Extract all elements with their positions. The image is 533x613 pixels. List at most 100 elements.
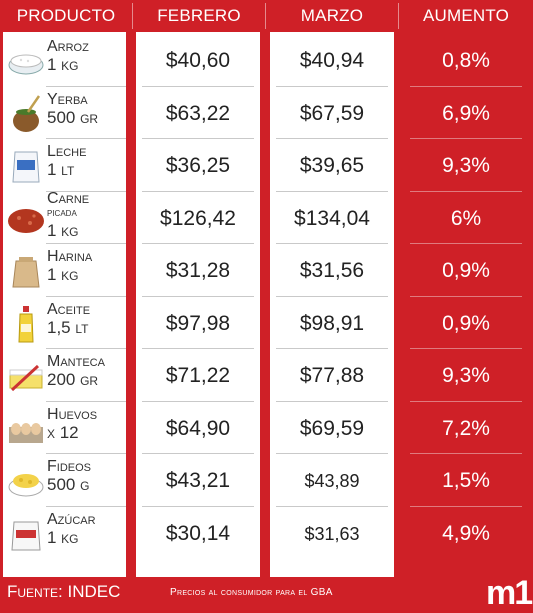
row-divider (142, 401, 254, 402)
row-divider (410, 401, 522, 402)
increase-percent: 0,8% (442, 49, 490, 72)
row-divider (276, 86, 388, 87)
row-divider (410, 348, 522, 349)
february-price: $31,28 (165, 259, 231, 282)
row-divider (142, 191, 254, 192)
flour-sack-icon (6, 251, 46, 291)
product-unit: 1 kg (47, 55, 79, 74)
row-divider (276, 138, 388, 139)
increase-percent: 6% (450, 206, 482, 230)
february-price: $64,90 (165, 416, 231, 440)
product-unit: 1 kg (47, 527, 79, 547)
product-unit: x 12 (47, 422, 79, 442)
product-name: Leche (47, 143, 87, 160)
march-price: $69,59 (299, 416, 365, 440)
march-price: $39,65 (299, 154, 365, 177)
product-name-line: picada (47, 204, 77, 219)
product-name: Fideos (47, 458, 92, 475)
pasta-bowl-icon (6, 461, 46, 501)
increase-percent: 9,3% (442, 154, 490, 177)
march-price: $43,89 (304, 471, 360, 491)
row-divider (276, 401, 388, 402)
row-divider (410, 453, 522, 454)
product-unit: 1 kg (47, 220, 79, 240)
increase-percent: 6,9% (442, 101, 490, 125)
increase-percent: 0,9% (442, 259, 490, 282)
product-name-block: Arroz (47, 39, 89, 55)
product-name: Yerba (47, 90, 88, 108)
row-divider (410, 138, 522, 139)
row-divider (46, 191, 126, 192)
row-divider (276, 296, 388, 297)
february-price: $71,22 (165, 364, 231, 387)
row-divider (46, 401, 126, 402)
row-divider (276, 453, 388, 454)
row-divider (46, 138, 126, 139)
march-column (270, 32, 394, 577)
product-unit: 500 g (47, 475, 90, 494)
product-unit: 500 gr (47, 107, 99, 127)
row-divider (410, 296, 522, 297)
product-unit: 1 lt (47, 160, 75, 179)
product-name-block: Manteca (47, 354, 105, 370)
row-divider (410, 86, 522, 87)
row-divider (46, 453, 126, 454)
march-price: $77,88 (299, 364, 365, 387)
rice-bowl-icon (6, 41, 46, 81)
february-price: $43,21 (165, 469, 231, 492)
february-price: $36,25 (165, 154, 231, 177)
egg-carton-icon (6, 409, 46, 449)
march-price: $31,56 (299, 259, 365, 282)
ground-meat-icon (6, 199, 46, 239)
row-divider (46, 296, 126, 297)
february-price: $126,42 (160, 206, 236, 230)
product-name-block: Leche (47, 144, 86, 160)
march-price: $98,91 (299, 311, 365, 335)
header-producto: Producto (16, 6, 116, 25)
row-divider (142, 453, 254, 454)
row-divider (142, 296, 254, 297)
product-unit: 200 gr (47, 370, 99, 389)
product-name-block: Harina (47, 249, 92, 265)
row-divider (142, 86, 254, 87)
product-name: Huevos (47, 405, 98, 423)
row-divider (46, 86, 126, 87)
row-divider (410, 243, 522, 244)
oil-bottle-icon (6, 304, 46, 344)
product-unit: 1,5 lt (47, 317, 89, 337)
product-name-block: Yerba (47, 90, 88, 108)
source-label: Fuente: INDEC (7, 582, 121, 601)
header-divider (398, 3, 399, 29)
header-divider (132, 3, 133, 29)
product-name-block: Azúcar (47, 511, 96, 528)
increase-percent: 0,9% (442, 311, 490, 335)
march-price: $67,59 (299, 101, 365, 125)
february-price: $63,22 (165, 101, 231, 125)
row-divider (276, 243, 388, 244)
february-column (136, 32, 260, 577)
row-divider (276, 191, 388, 192)
row-divider (142, 506, 254, 507)
february-price: $30,14 (165, 521, 231, 545)
row-divider (410, 506, 522, 507)
increase-percent: 9,3% (442, 364, 490, 387)
increase-percent: 1,5% (442, 469, 490, 492)
row-divider (142, 138, 254, 139)
row-divider (142, 243, 254, 244)
product-name: Aceite (47, 300, 91, 318)
february-price: $40,60 (165, 49, 231, 72)
march-price: $134,04 (294, 206, 370, 230)
row-divider (410, 191, 522, 192)
row-divider (46, 243, 126, 244)
row-divider (276, 348, 388, 349)
product-name-line: Carne (47, 189, 90, 207)
header-divider (265, 3, 266, 29)
m1-logo: m1 (486, 574, 533, 612)
header-febrero: Febrero (157, 6, 241, 25)
increase-percent: 7,2% (442, 416, 490, 440)
header-marzo: Marzo (300, 6, 364, 25)
row-divider (46, 506, 126, 507)
product-name-block: Huevos (47, 405, 98, 423)
product-name-block: Aceite (47, 300, 91, 318)
